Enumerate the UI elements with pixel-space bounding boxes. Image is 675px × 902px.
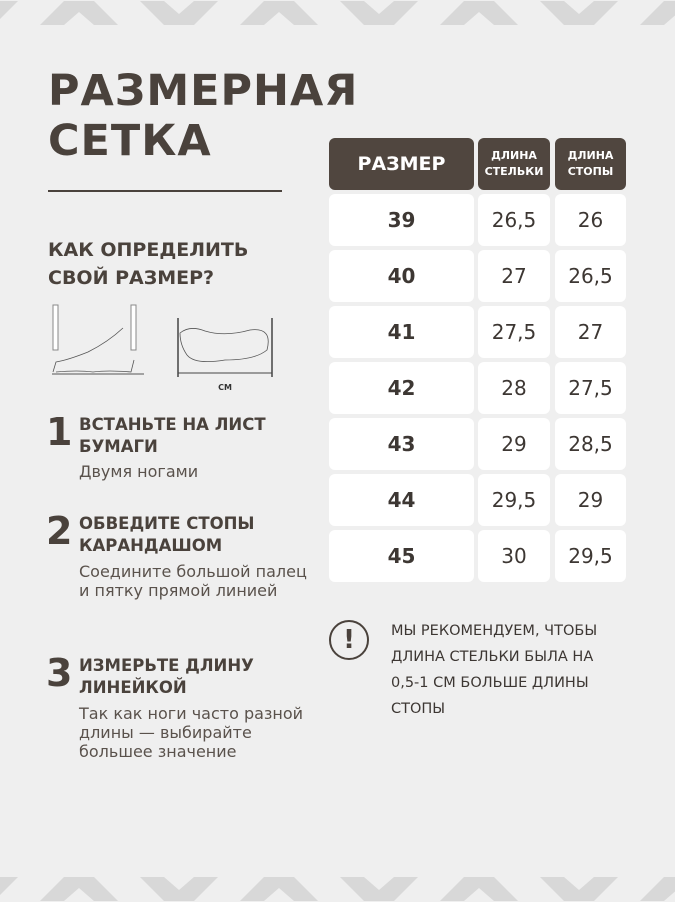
cell-foot-length: 29 [555,474,626,526]
cell-size: 45 [329,530,474,582]
pattern-chevron [540,1,618,25]
pattern-chevron [640,1,675,25]
cell-insole-length: 27 [478,250,550,302]
cell-foot-length: 27 [555,306,626,358]
cell-foot-length: 26 [555,194,626,246]
cell-foot-length: 26,5 [555,250,626,302]
cell-size: 43 [329,418,474,470]
header-insole-length: ДЛИНА СТЕЛЬКИ [478,138,550,190]
foot-pencil-illustration [52,304,144,375]
page-title: РАЗМЕРНАЯ СЕТКА [48,66,358,166]
pattern-chevron [140,1,218,25]
pattern-chevron [340,1,418,25]
step-heading: ВСТАНЬТЕ НА ЛИСТ БУМАГИ [79,415,266,456]
pattern-chevron [240,1,318,25]
cell-insole-length: 29 [478,418,550,470]
cell-size: 44 [329,474,474,526]
cell-insole-length: 30 [478,530,550,582]
cell-size: 41 [329,306,474,358]
pattern-chevron [640,877,675,901]
cell-foot-length: 27,5 [555,362,626,414]
cell-insole-length: 27,5 [478,306,550,358]
cm-label: СМ [218,383,232,392]
step-description: Так как ноги часто разной длины — выбира… [79,704,304,761]
cell-size: 42 [329,362,474,414]
step-description: Соедините большой палец и пятку прямой л… [79,562,307,600]
pattern-chevron [40,1,118,25]
title-line-1: РАЗМЕРНАЯ [48,66,359,116]
title-line-2: СЕТКА [48,116,212,166]
cell-size: 39 [329,194,474,246]
pattern-chevron [40,877,118,901]
howto-line-1: КАК ОПРЕДЕЛИТЬ [48,239,249,261]
cell-foot-length: 28,5 [555,418,626,470]
step-number: 3 [46,651,73,695]
step-description: Двумя ногами [79,462,199,481]
pattern-chevron [540,877,618,901]
pattern-chevron [440,1,518,25]
divider [48,190,282,192]
pattern-chevron [0,877,18,895]
cell-size: 40 [329,250,474,302]
pattern-chevron [140,877,218,901]
cell-insole-length: 29,5 [478,474,550,526]
pattern-chevron [0,1,18,19]
recommendation-text: МЫ РЕКОМЕНДУЕМ, ЧТОБЫ ДЛИНА СТЕЛЬКИ БЫЛА… [391,623,598,717]
step-heading: ОБВЕДИТЕ СТОПЫ КАРАНДАШОМ [79,514,255,555]
decorative-pattern-top [0,1,675,25]
howto-line-2: СВОЙ РАЗМЕР? [48,267,215,289]
pattern-chevron [240,877,318,901]
cell-foot-length: 29,5 [555,530,626,582]
header-foot-length: ДЛИНА СТОПЫ [555,138,626,190]
header-size: РАЗМЕР [329,138,474,190]
step-number: 1 [46,410,73,454]
pattern-chevron [340,877,418,901]
exclamation-circle-icon: ! [329,620,369,660]
pattern-chevron [440,877,518,901]
cell-insole-length: 28 [478,362,550,414]
cell-insole-length: 26,5 [478,194,550,246]
decorative-pattern-bottom [0,877,675,901]
howto-heading: КАК ОПРЕДЕЛИТЬ СВОЙ РАЗМЕР? [48,236,248,292]
step-number: 2 [46,509,73,553]
step-heading: ИЗМЕРЬТЕ ДЛИНУ ЛИНЕЙКОЙ [79,656,254,697]
foot-outline-measure-illustration: СМ [177,318,273,392]
